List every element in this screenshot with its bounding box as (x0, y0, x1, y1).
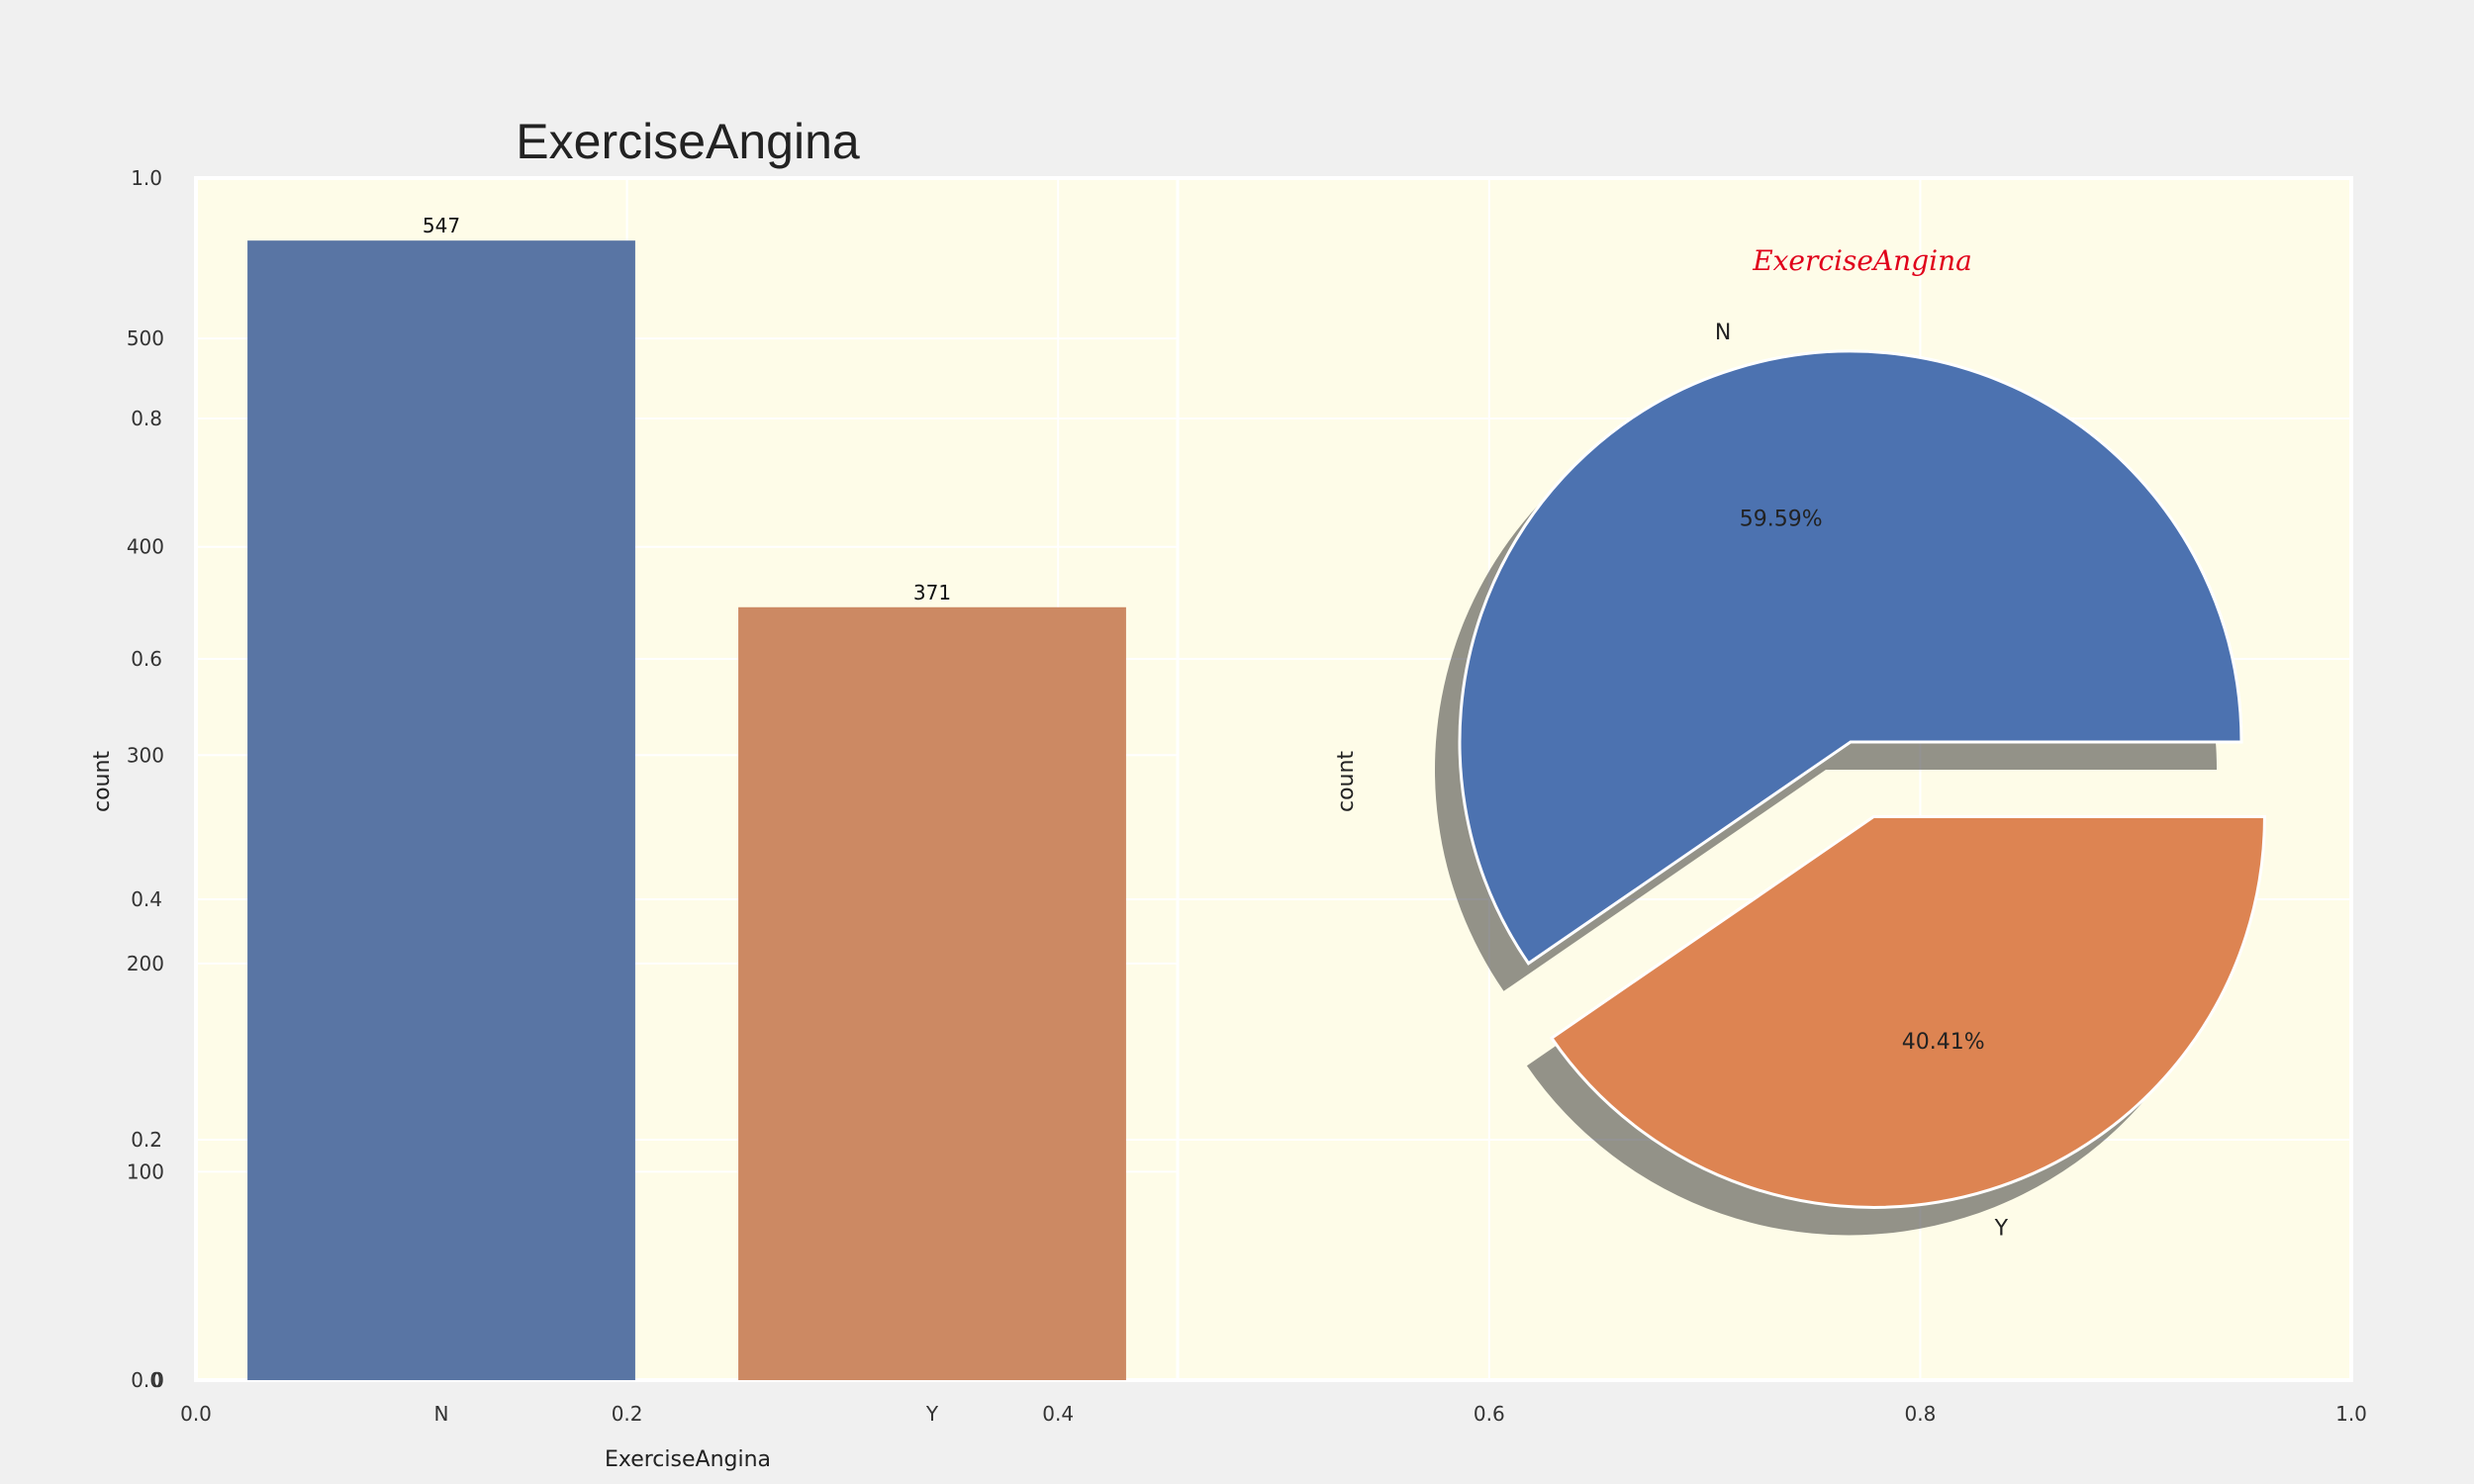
bar-x-tick-label: Y (925, 1402, 939, 1426)
bar-Y (738, 607, 1126, 1380)
bar-data-label: 371 (913, 581, 951, 604)
bar-y-tick-label: 100 (127, 1159, 164, 1183)
bar-y-tick-label: 0 (151, 1368, 164, 1392)
outer-x-tick-label: 1.0 (2335, 1402, 2367, 1426)
bar-y-tick-label: 200 (127, 952, 164, 975)
bar-chart-title: ExerciseAngina (516, 114, 860, 169)
outer-y-tick-label: 0.6 (131, 647, 162, 671)
bar-chart-x-axis-label: ExerciseAngina (605, 1447, 771, 1472)
pie-chart-y-axis-label: count (1334, 751, 1359, 812)
pie-category-label: Y (1994, 1216, 2009, 1241)
bar-y-tick-label: 500 (127, 326, 164, 350)
outer-y-tick-label: 0.8 (131, 407, 162, 430)
pie-percent-label: 40.41% (1902, 1030, 1985, 1055)
bar-N (247, 240, 635, 1380)
bar-data-label: 547 (423, 214, 460, 237)
bar-x-tick-label: N (434, 1402, 449, 1426)
outer-x-tick-label: 0.2 (612, 1402, 643, 1426)
outer-y-tick-label: 0.2 (131, 1128, 162, 1152)
outer-x-tick-label: 0.8 (1904, 1402, 1936, 1426)
bar-y-tick-label: 300 (127, 743, 164, 767)
outer-x-tick-label: 0.0 (180, 1402, 212, 1426)
bar-chart-y-axis-label: count (90, 751, 115, 812)
outer-y-tick-label: 1.0 (131, 166, 162, 190)
bar-y-tick-label: 400 (127, 535, 164, 559)
pie-percent-label: 59.59% (1740, 508, 1823, 532)
pie-chart-title: ExerciseAngina (1752, 244, 1972, 277)
outer-x-tick-label: 0.6 (1474, 1402, 1505, 1426)
outer-x-tick-label: 0.4 (1042, 1402, 1074, 1426)
pie-category-label: N (1715, 321, 1731, 345)
outer-y-tick-label: 0.4 (131, 887, 162, 911)
